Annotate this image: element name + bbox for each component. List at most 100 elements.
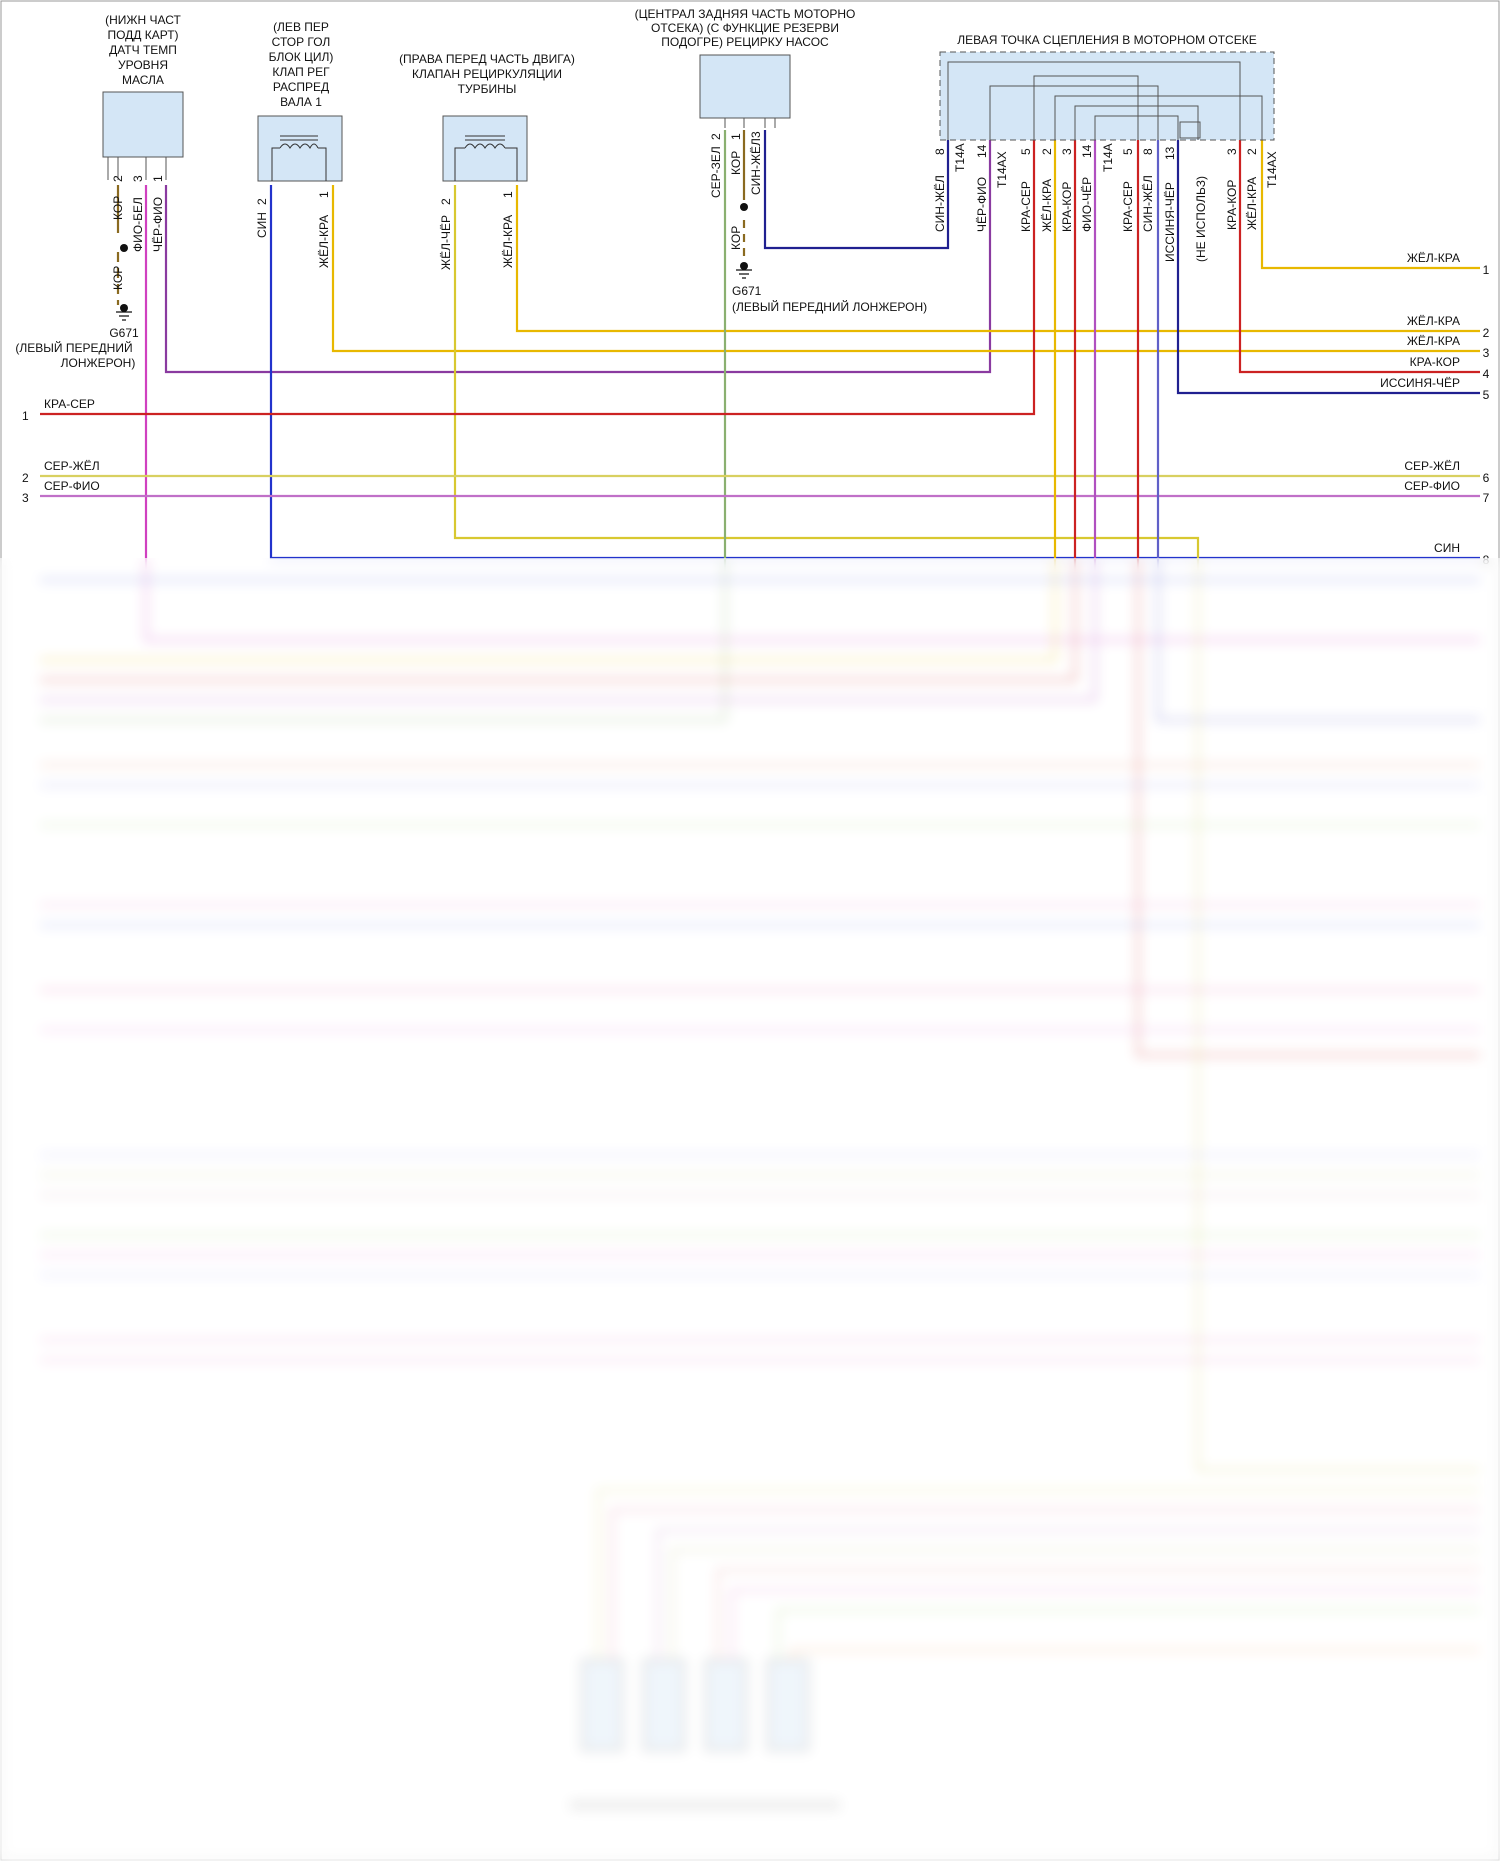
splice-pin-4-wire: КРА-КОР bbox=[1060, 182, 1074, 232]
cam-label-4: КЛАП РЕГ bbox=[272, 65, 330, 79]
right-wire-8-num: 8 bbox=[1483, 553, 1490, 567]
wire-right-5 bbox=[1176, 140, 1480, 395]
cam-pin-1-wire: ЖЁЛ-КРА bbox=[317, 215, 331, 268]
splice-pin-3-wire: ЖЁЛ-КРА bbox=[1040, 179, 1054, 232]
cam-pin-2: 2 bbox=[255, 198, 269, 205]
pump-label-3: ПОДОГРЕ) РЕЦИРКУ НАСОС bbox=[661, 35, 829, 49]
right-wire-2-label: ЖЁЛ-КРА bbox=[1407, 314, 1460, 328]
cam-label-3: БЛОК ЦИЛ) bbox=[269, 50, 334, 64]
pump-pin-1: 1 bbox=[729, 133, 743, 140]
splice-pin-9-wire: (НЕ ИСПОЛЬЗ) bbox=[1194, 176, 1208, 262]
wire-oil-purple bbox=[164, 140, 992, 374]
right-wire-4-label: КРА-КОР bbox=[1410, 355, 1460, 369]
right-wire-6-num: 6 bbox=[1483, 471, 1490, 485]
splice-pin-1-num: 14 bbox=[975, 144, 989, 158]
splice-pin-5-num: 14 bbox=[1080, 144, 1094, 158]
turbo-pin-2-wire: ЖЁЛ-ЧЁР bbox=[439, 215, 453, 270]
left-wire-3-num: 3 bbox=[22, 491, 29, 505]
right-wire-7-label: СЕР-ФИО bbox=[1404, 479, 1460, 493]
oil-pin-1-wire: ЧЁР-ФИО bbox=[151, 197, 165, 252]
cam-pin-1: 1 bbox=[317, 191, 331, 198]
oil-pin-3-wire: ФИО-БЕЛ bbox=[131, 197, 145, 252]
left-wire-1-label: КРА-СЕР bbox=[44, 397, 95, 411]
cam-label-2: СТОР ГОЛ bbox=[272, 35, 331, 49]
splice-pin-5-wire: ФИО-ЧЁР bbox=[1080, 177, 1094, 232]
cam-label-6: ВАЛА 1 bbox=[280, 95, 322, 109]
recirculation-pump: (ЦЕНТРАЛ ЗАДНЯЯ ЧАСТЬ МОТОРНО ОТСЕКА) (С… bbox=[635, 7, 856, 128]
left-engine-bay-splice: ЛЕВАЯ ТОЧКА СЦЕПЛЕНИЯ В МОТОРНОМ ОТСЕКЕ bbox=[939, 33, 1275, 141]
turbo-recirculation-valve: (ПРАВА ПЕРЕД ЧАСТЬ ДВИГА) КЛАПАН РЕЦИРКУ… bbox=[399, 52, 575, 182]
turbo-pin-2: 2 bbox=[439, 198, 453, 205]
oil-pin-1: 1 bbox=[151, 175, 165, 182]
pump-pin-1-wire-b: КОР bbox=[729, 226, 743, 250]
wire-right-1 bbox=[1260, 140, 1480, 270]
oil-pin-2-wire: КОР bbox=[111, 196, 125, 220]
pump-pin-2-wire: СЕР-ЗЕЛ bbox=[709, 146, 723, 198]
splice-pin-0-num: 8 bbox=[933, 148, 947, 155]
left-wire-labels: 1 КРА-СЕР 2 СЕР-ЖЁЛ 3 СЕР-ФИО bbox=[22, 397, 100, 505]
splice-pin-labels: 8 T14A СИН-ЖЁЛ 14 T14AX ЧЁР-ФИО 5 КРА-СЕ… bbox=[933, 143, 1279, 262]
splice-pin-2-wire: КРА-СЕР bbox=[1019, 181, 1033, 232]
oil-pin-3: 3 bbox=[131, 175, 145, 182]
splice-pin-8-wire: ИССИНЯ-ЧЁР bbox=[1163, 182, 1177, 262]
pump-label-1: (ЦЕНТРАЛ ЗАДНЯЯ ЧАСТЬ МОТОРНО bbox=[635, 7, 856, 21]
oil-label-3: ДАТЧ ТЕМП bbox=[109, 43, 177, 57]
right-wire-1-label: ЖЁЛ-КРА bbox=[1407, 251, 1460, 265]
oil-temp-level-sensor: (НИЖН ЧАСТ ПОДД КАРТ) ДАТЧ ТЕМП УРОВНЯ М… bbox=[102, 13, 184, 180]
pump-pin-3: 3 bbox=[749, 131, 763, 138]
ground-g671-pump: G671 (ЛЕВЫЙ ПЕРЕДНИЙ ЛОНЖЕРОН) bbox=[732, 203, 927, 314]
ground-oil-wire: КОР bbox=[111, 266, 125, 290]
right-wire-2-num: 2 bbox=[1483, 326, 1490, 340]
pin-labels: 2 КОР 3 ФИО-БЕЛ 1 ЧЁР-ФИО 2 СИН 1 ЖЁЛ-КР… bbox=[111, 131, 763, 270]
splice-pin-0-wire: СИН-ЖЁЛ bbox=[933, 175, 947, 232]
splice-pin-0-conn: T14A bbox=[953, 143, 967, 172]
turbo-label-3: ТУРБИНЫ bbox=[458, 82, 517, 96]
ground-oil-loc-1: (ЛЕВЫЙ ПЕРЕДНИЙ bbox=[15, 340, 132, 355]
right-wire-7-num: 7 bbox=[1483, 491, 1490, 505]
turbo-pin-1: 1 bbox=[501, 191, 515, 198]
wire-cam-yellow bbox=[331, 185, 1480, 353]
wire-pump-navy bbox=[763, 130, 950, 250]
oil-label-2: ПОДД КАРТ) bbox=[107, 28, 178, 42]
splice-pin-11-conn: T14AX bbox=[1265, 151, 1279, 188]
turbo-label-1: (ПРАВА ПЕРЕД ЧАСТЬ ДВИГА) bbox=[399, 52, 575, 66]
oil-label-4: УРОВНЯ bbox=[118, 58, 168, 72]
ground-pump-id: G671 bbox=[732, 284, 762, 298]
cam-pin-2-wire: СИН bbox=[255, 212, 269, 238]
left-wire-2-label: СЕР-ЖЁЛ bbox=[44, 459, 100, 473]
pump-pin-3-wire: СИН-ЖЁЛ bbox=[749, 138, 763, 195]
wire-right-4 bbox=[1238, 140, 1480, 374]
ground-g671-oil: КОР G671 (ЛЕВЫЙ ПЕРЕДНИЙ ЛОНЖЕРОН) bbox=[15, 244, 139, 370]
splice-pin-1-wire: ЧЁР-ФИО bbox=[975, 177, 989, 232]
splice-pin-6-wire: КРА-СЕР bbox=[1121, 181, 1135, 232]
splice-pin-4-num: 3 bbox=[1060, 148, 1074, 155]
right-wire-6-label: СЕР-ЖЁЛ bbox=[1404, 459, 1460, 473]
splice-pin-6-num: 5 bbox=[1121, 148, 1135, 155]
right-wire-1-num: 1 bbox=[1483, 263, 1490, 277]
left-wire-2-num: 2 bbox=[22, 471, 29, 485]
splice-pin-11-num: 2 bbox=[1245, 148, 1259, 155]
splice-pin-1-conn: T14AX bbox=[995, 151, 1009, 188]
splice-pin-10-wire: КРА-КОР bbox=[1225, 180, 1239, 230]
left-wire-3-label: СЕР-ФИО bbox=[44, 479, 100, 493]
splice-pin-3-num: 2 bbox=[1040, 148, 1054, 155]
splice-pin-8-num: 13 bbox=[1163, 146, 1177, 160]
pump-label-2: ОТСЕКА) (С ФУНКЦИЕ РЕЗЕРВИ bbox=[651, 21, 839, 35]
splice-pin-7-wire: СИН-ЖЁЛ bbox=[1141, 175, 1155, 232]
right-wire-5-num: 5 bbox=[1483, 388, 1490, 402]
turbo-label-2: КЛАПАН РЕЦИРКУЛЯЦИИ bbox=[412, 67, 562, 81]
ground-pump-loc: (ЛЕВЫЙ ПЕРЕДНИЙ ЛОНЖЕРОН) bbox=[732, 299, 927, 314]
right-wire-4-num: 4 bbox=[1483, 367, 1490, 381]
left-wire-1-num: 1 bbox=[22, 409, 29, 423]
camshaft-control-valve: (ЛЕВ ПЕР СТОР ГОЛ БЛОК ЦИЛ) КЛАП РЕГ РАС… bbox=[257, 20, 343, 182]
pump-pin-2: 2 bbox=[709, 133, 723, 140]
right-wire-3-label: ЖЁЛ-КРА bbox=[1407, 334, 1460, 348]
right-wire-8-label: СИН bbox=[1434, 541, 1460, 555]
splice-pin-2-num: 5 bbox=[1019, 148, 1033, 155]
right-wire-5-label: ИССИНЯ-ЧЁР bbox=[1380, 376, 1460, 390]
right-wire-3-num: 3 bbox=[1483, 346, 1490, 360]
ground-oil-loc-2: ЛОНЖЕРОН) bbox=[61, 356, 136, 370]
oil-label-1: (НИЖН ЧАСТ bbox=[105, 13, 181, 27]
cam-label-1: (ЛЕВ ПЕР bbox=[273, 20, 329, 34]
